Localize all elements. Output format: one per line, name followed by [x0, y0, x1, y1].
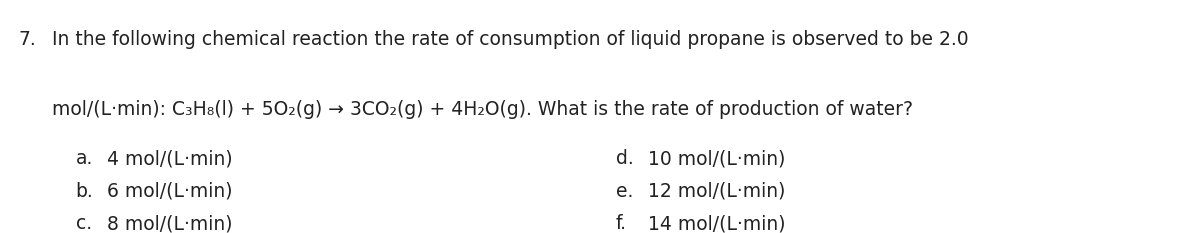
- Text: e.: e.: [616, 182, 632, 201]
- Text: 14 mol/(L·min): 14 mol/(L·min): [648, 214, 786, 233]
- Text: f.: f.: [616, 214, 626, 233]
- Text: mol/(L·min): C₃H₈(l) + 5O₂(g) → 3CO₂(g) + 4H₂O(g). What is the rate of productio: mol/(L·min): C₃H₈(l) + 5O₂(g) → 3CO₂(g) …: [52, 100, 913, 119]
- Text: In the following chemical reaction the rate of consumption of liquid propane is : In the following chemical reaction the r…: [52, 30, 968, 49]
- Text: a.: a.: [76, 149, 92, 168]
- Text: 12 mol/(L·min): 12 mol/(L·min): [648, 182, 785, 201]
- Text: 6 mol/(L·min): 6 mol/(L·min): [107, 182, 233, 201]
- Text: 10 mol/(L·min): 10 mol/(L·min): [648, 149, 785, 168]
- Text: b.: b.: [76, 182, 94, 201]
- Text: 8 mol/(L·min): 8 mol/(L·min): [107, 214, 233, 233]
- Text: 4 mol/(L·min): 4 mol/(L·min): [107, 149, 233, 168]
- Text: c.: c.: [76, 214, 91, 233]
- Text: 7.: 7.: [18, 30, 36, 49]
- Text: d.: d.: [616, 149, 634, 168]
